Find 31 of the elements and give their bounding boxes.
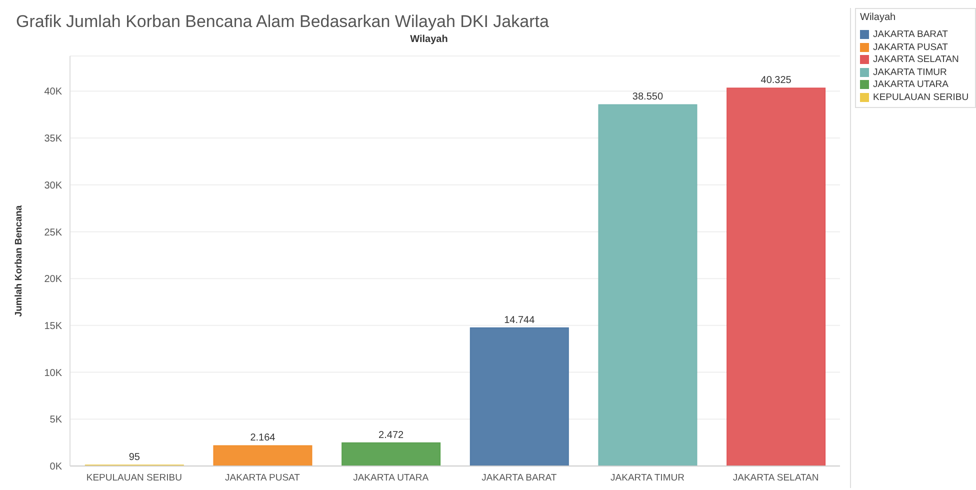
y-tick-label: 30K [44, 180, 62, 192]
data-label: 40.325 [760, 75, 792, 86]
legend-label: KEPULAUAN SERIBU [873, 92, 969, 102]
y-tick-label: 25K [44, 227, 62, 238]
x-tick-label: JAKARTA TIMUR [610, 472, 685, 484]
y-tick-label: 0K [50, 462, 62, 473]
x-tick-label: JAKARTA UTARA [353, 472, 430, 484]
legend-label: JAKARTA PUSAT [873, 42, 948, 52]
y-tick-label: 40K [44, 86, 62, 98]
y-axis-title: Jumlah Korban Bencana [13, 204, 24, 317]
x-tick-label: JAKARTA SELATAN [732, 472, 819, 484]
y-tick-label: 35K [44, 134, 62, 145]
data-label: 38.550 [632, 92, 664, 103]
data-label: 14.744 [504, 314, 536, 326]
x-tick-label: JAKARTA PUSAT [225, 472, 300, 484]
legend-label: JAKARTA SELATAN [873, 54, 959, 65]
data-label: 2.472 [378, 430, 404, 441]
y-tick-label: 10K [44, 368, 62, 379]
legend-label: JAKARTA TIMUR [873, 66, 947, 78]
data-label: 2.164 [250, 432, 276, 444]
y-tick-label: 5K [50, 414, 62, 426]
legend-title: Wilayah [860, 12, 897, 23]
x-tick-label: JAKARTA BARAT [482, 472, 557, 484]
x-axis-title: Wilayah [409, 34, 449, 47]
legend-label: JAKARTA UTARA [873, 79, 948, 90]
y-tick-label: 20K [44, 274, 62, 286]
x-tick-label: KEPULAUAN SERIBU [86, 472, 182, 484]
chart-title: Grafik Jumlah Korban Bencana Alam Bedasarkan Wilayah DKI Jakarta [15, 11, 550, 33]
y-tick-label: 15K [44, 320, 62, 332]
legend-label: JAKARTA BARAT [873, 29, 948, 40]
data-label: 95 [128, 452, 140, 464]
